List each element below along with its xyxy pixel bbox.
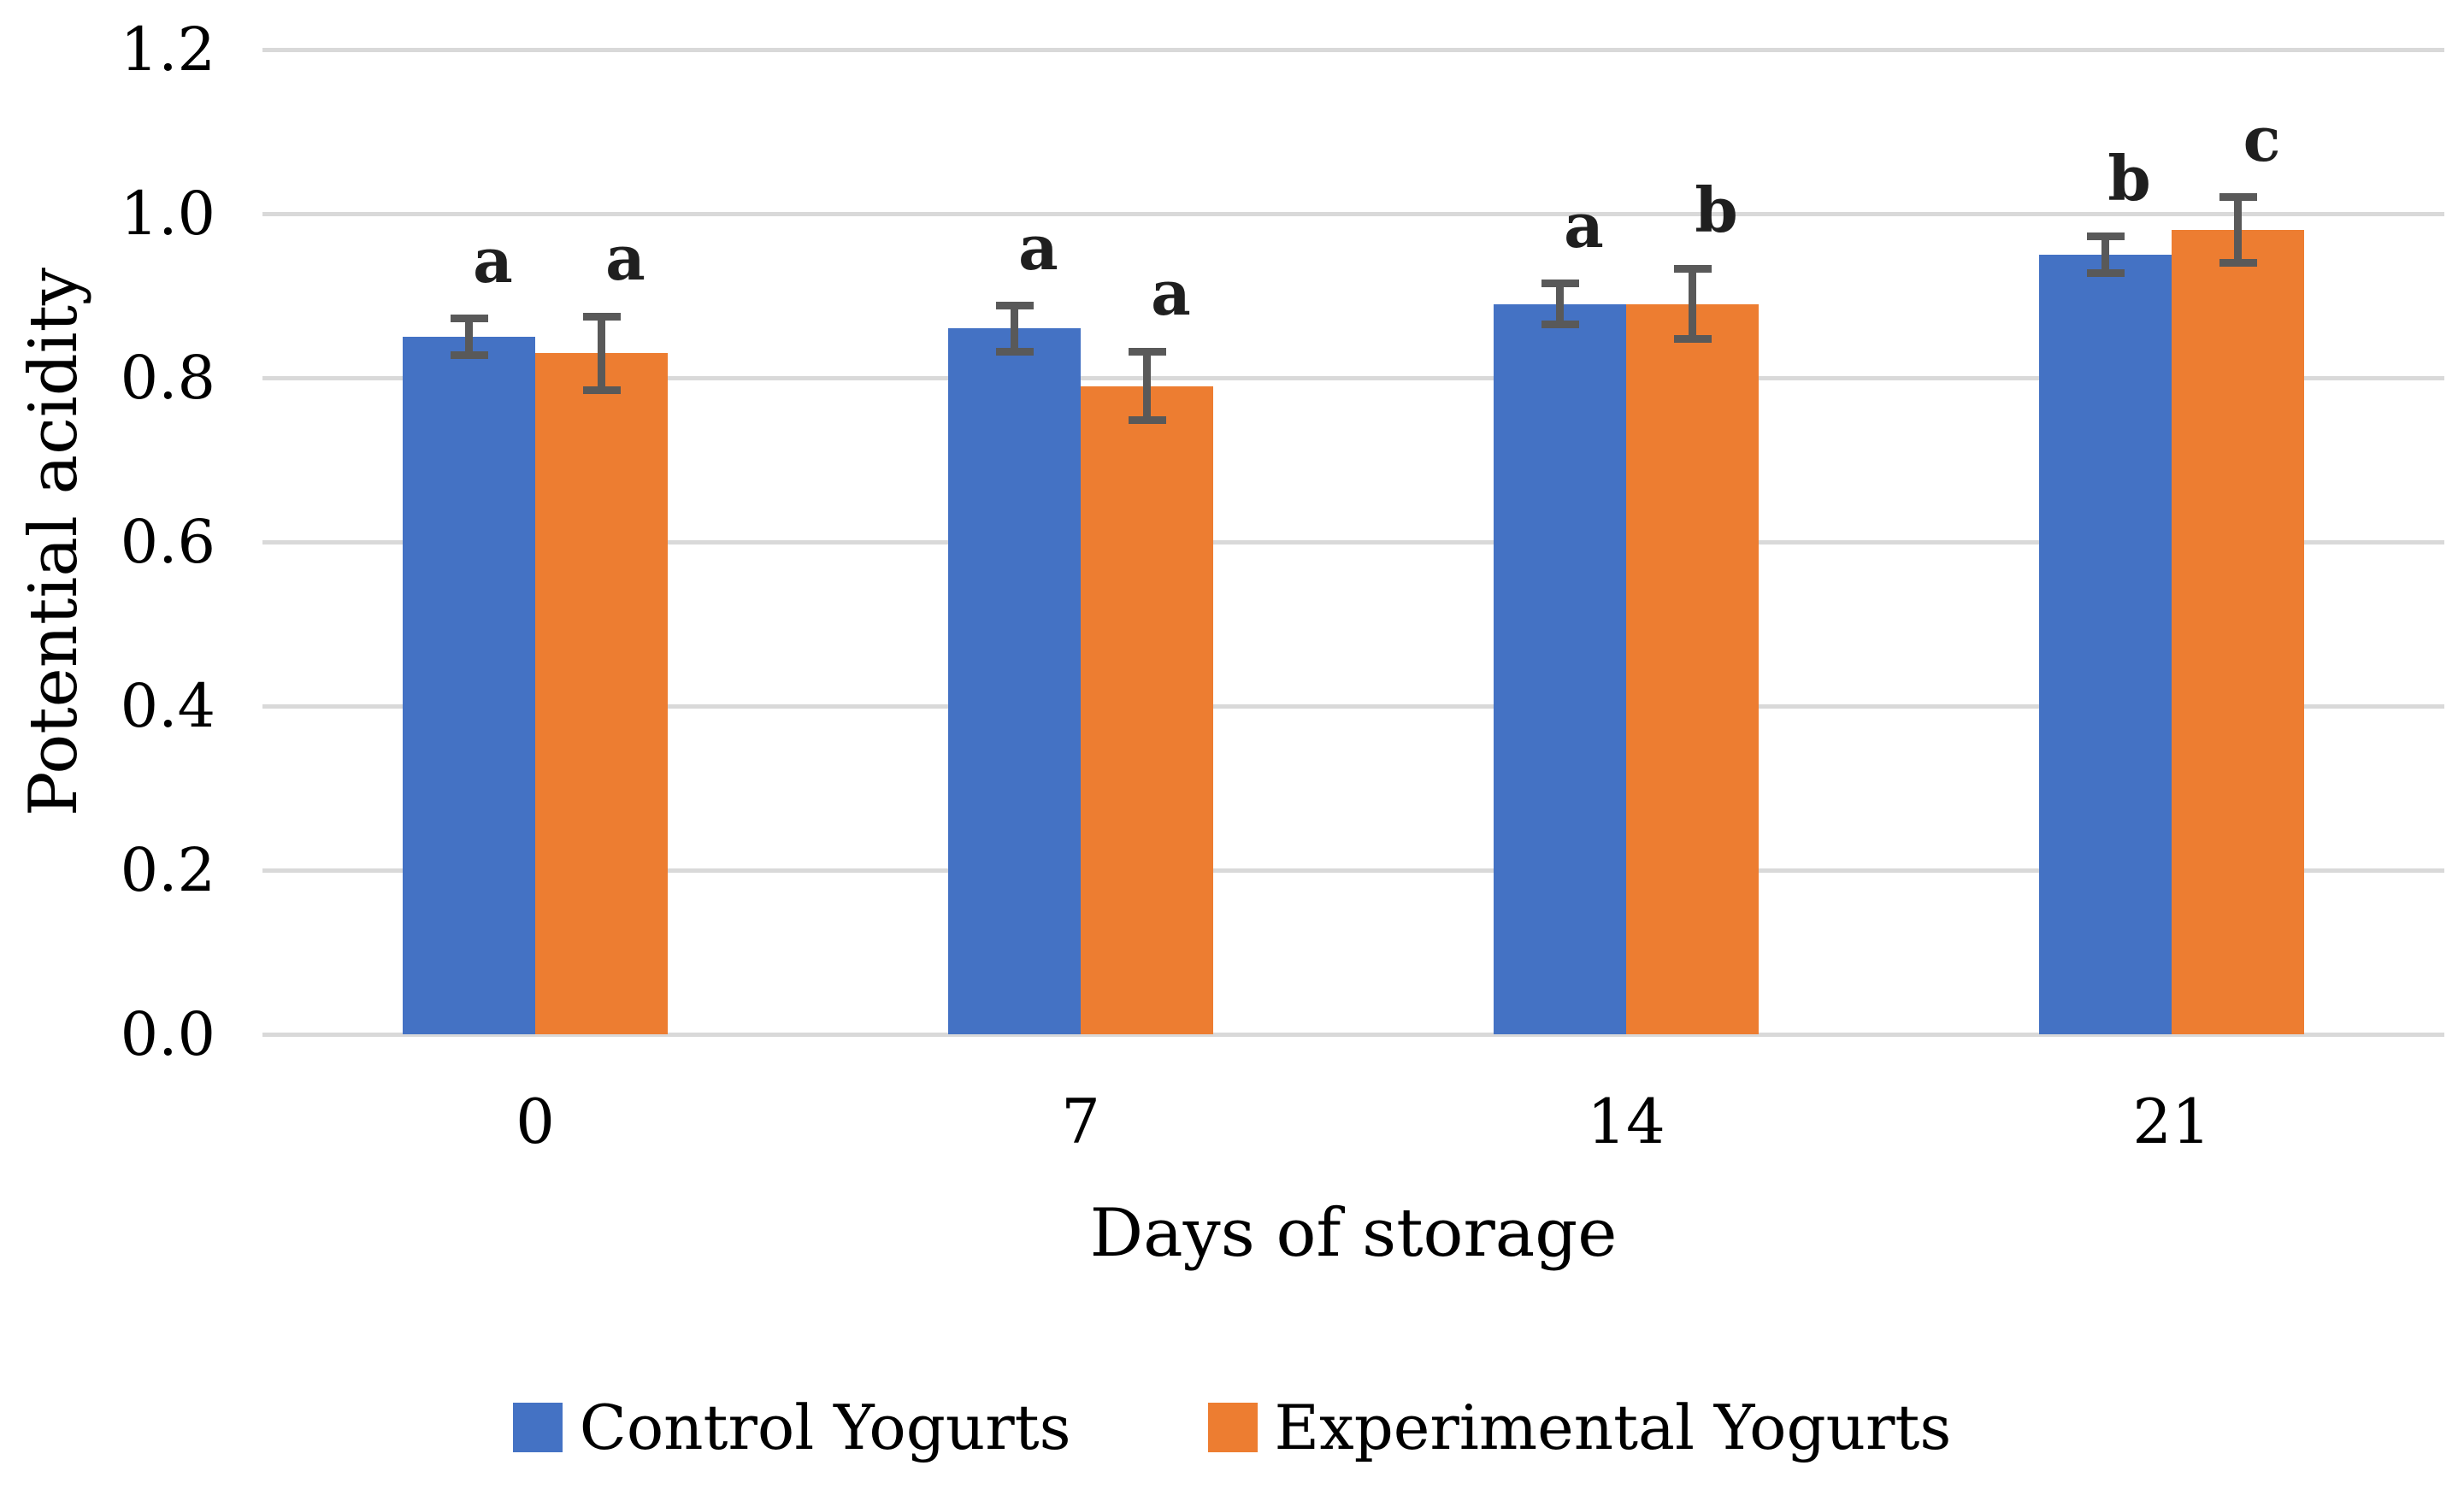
- bar-control-yogurts: [948, 328, 1081, 1034]
- error-bar-cap: [2219, 193, 2257, 202]
- error-bar-cap: [2219, 259, 2257, 268]
- y-tick-label: 0.0: [120, 999, 215, 1069]
- error-bar-cap: [582, 312, 621, 321]
- gridline: [262, 704, 2444, 709]
- bar-control-yogurts: [2039, 255, 2172, 1034]
- error-bar: [1689, 268, 1696, 339]
- bar-experimental-yogurts: [1626, 303, 1759, 1034]
- error-bar: [2234, 197, 2242, 263]
- y-tick-label: 1.0: [120, 179, 215, 249]
- x-axis: 0 7 14 21: [262, 1079, 2444, 1164]
- error-bar-cap: [1673, 264, 1712, 273]
- legend-label: Experimental Yogurts: [1274, 1392, 1952, 1463]
- significance-letter: b: [1695, 174, 1738, 247]
- error-bar-cap: [582, 386, 621, 394]
- bar-experimental-yogurts: [1081, 386, 1213, 1034]
- error-bar-cap: [2086, 232, 2125, 241]
- gridline: [262, 540, 2444, 544]
- error-bar: [465, 318, 473, 356]
- error-bar-cap: [1541, 280, 1579, 288]
- x-axis-title: Days of storage: [1089, 1195, 1618, 1272]
- bar-control-yogurts: [1494, 303, 1626, 1034]
- error-bar: [598, 316, 605, 391]
- significance-letter: b: [2107, 141, 2151, 215]
- legend-label: Control Yogurts: [579, 1392, 1071, 1463]
- error-bar-cap: [995, 347, 1034, 356]
- y-tick-label: 0.2: [120, 835, 215, 905]
- significance-letter: a: [1018, 210, 1058, 284]
- x-tick-label: 0: [516, 1086, 555, 1157]
- gridline: [262, 48, 2444, 52]
- legend-entry: Experimental Yogurts: [1207, 1389, 1952, 1466]
- error-bar: [1011, 305, 1018, 352]
- significance-letter: c: [2243, 102, 2281, 175]
- gridline: [262, 376, 2444, 380]
- legend: Control Yogurts Experimental Yogurts: [0, 1385, 2464, 1470]
- bar-experimental-yogurts: [535, 353, 668, 1034]
- gridline: [262, 212, 2444, 216]
- x-tick-label: 21: [2132, 1086, 2211, 1157]
- y-axis: 1.2 1.0 0.8 0.6 0.4 0.2 0.0: [0, 15, 215, 1069]
- error-bar-cap: [1541, 321, 1579, 329]
- bar-experimental-yogurts: [2172, 230, 2304, 1034]
- significance-letter: a: [473, 223, 513, 297]
- error-bar: [1143, 351, 1151, 421]
- error-bar: [1556, 283, 1564, 325]
- y-tick-label: 1.2: [120, 15, 215, 85]
- gridline: [262, 1033, 2444, 1037]
- error-bar-cap: [1128, 416, 1166, 425]
- legend-swatch: [512, 1403, 563, 1452]
- significance-letter: a: [1151, 256, 1191, 330]
- error-bar: [2101, 236, 2109, 274]
- error-bar-cap: [995, 302, 1034, 310]
- error-bar-cap: [1128, 347, 1166, 356]
- significance-letter: a: [1564, 188, 1604, 262]
- legend-swatch: [1207, 1403, 1258, 1452]
- bar-control-yogurts: [403, 337, 535, 1034]
- legend-entry: Control Yogurts: [512, 1389, 1071, 1466]
- y-tick-label: 0.8: [120, 343, 215, 413]
- y-tick-label: 0.6: [120, 507, 215, 577]
- significance-letter: a: [605, 221, 645, 294]
- error-bar-cap: [450, 350, 488, 359]
- gridline: [262, 868, 2444, 873]
- plot-area: a a a a a b b c: [262, 48, 2444, 1037]
- x-tick-label: 7: [1061, 1086, 1100, 1157]
- x-tick-label: 14: [1587, 1086, 1665, 1157]
- y-tick-label: 0.4: [120, 671, 215, 741]
- error-bar-cap: [1673, 335, 1712, 344]
- error-bar-cap: [2086, 268, 2125, 277]
- error-bar-cap: [450, 315, 488, 323]
